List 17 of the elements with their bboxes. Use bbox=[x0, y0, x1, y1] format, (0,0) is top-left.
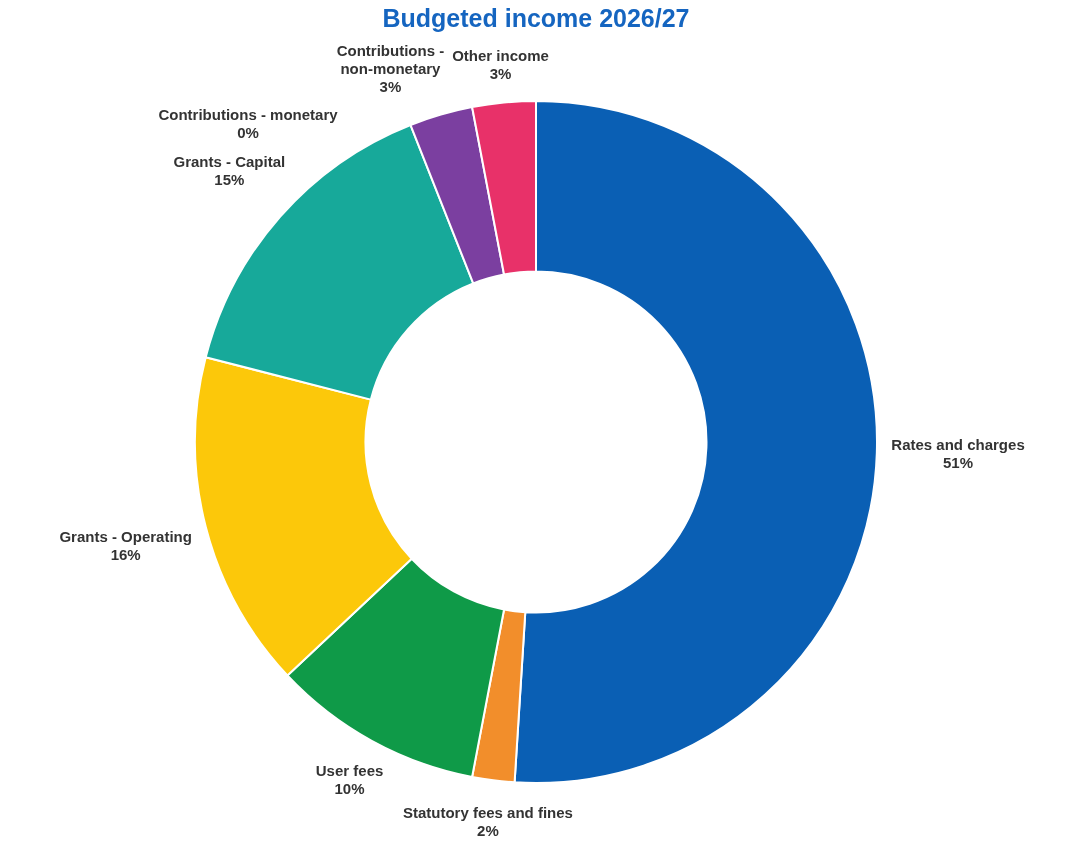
text: 0% bbox=[237, 123, 259, 141]
slice-label: Other income bbox=[452, 47, 549, 65]
data-label: 3% bbox=[379, 77, 402, 95]
chart-title: Budgeted income 2026/27 bbox=[382, 4, 690, 33]
data-label: 10% bbox=[334, 780, 365, 798]
slice-label: User fees bbox=[315, 762, 384, 780]
data-label: 16% bbox=[110, 546, 141, 564]
slice-label: Grants - Capital bbox=[173, 152, 286, 170]
data-label: 2% bbox=[477, 821, 499, 839]
data-label: 15% bbox=[214, 170, 245, 188]
data-label: 51% bbox=[943, 454, 974, 472]
data-label: 3% bbox=[489, 65, 512, 83]
slice-label: Grants - Operating bbox=[59, 528, 192, 546]
category-label: Contributions - monetary bbox=[158, 105, 338, 123]
slice-label: Statutory fees and fines bbox=[402, 803, 573, 821]
slice-label: Rates and charges bbox=[891, 436, 1025, 454]
slice-label: Contributions - non-monetary bbox=[336, 41, 445, 77]
